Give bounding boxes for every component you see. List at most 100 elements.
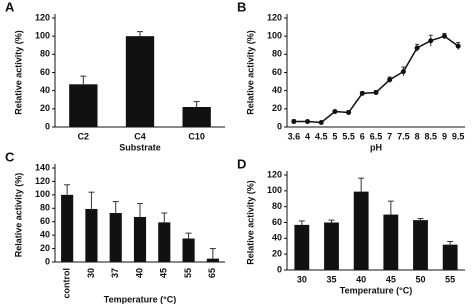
y-tick-label: 140	[35, 162, 50, 172]
x-tick-label: 3.6	[288, 131, 301, 141]
bar	[133, 217, 147, 262]
y-tick-label: 60	[40, 216, 50, 226]
x-tick-label: 9	[442, 131, 447, 141]
bar	[182, 238, 195, 262]
x-tick-label: 8	[415, 131, 420, 141]
marker	[318, 119, 324, 125]
y-tick-label: 100	[267, 31, 282, 41]
x-tick-label: C10	[188, 131, 205, 141]
marker	[414, 45, 420, 51]
x-tick-label: 7.5	[397, 131, 410, 141]
x-axis-label: Substrate	[119, 142, 161, 152]
y-tick-label: 20	[272, 249, 282, 259]
x-tick-label: 65	[207, 268, 217, 278]
marker	[441, 33, 447, 39]
marker	[387, 77, 393, 83]
x-tick-label: control	[62, 268, 72, 299]
marker	[346, 109, 352, 115]
bar	[383, 214, 399, 270]
bar	[69, 84, 98, 127]
x-tick-label: 6.5	[370, 131, 383, 141]
bar	[182, 107, 211, 127]
y-tick-label: 100	[267, 185, 282, 195]
panel-label: A	[5, 0, 15, 14]
y-tick-label: 40	[272, 85, 282, 95]
y-axis-label: Relative activity (%)	[13, 173, 23, 258]
y-tick-label: 0	[45, 121, 50, 131]
y-tick-label: 60	[272, 67, 282, 77]
x-tick-label: 37	[110, 268, 120, 278]
y-tick-label: 0	[277, 121, 282, 131]
bar	[206, 258, 219, 262]
y-tick-label: 80	[40, 49, 50, 59]
x-tick-label: C2	[78, 131, 90, 141]
x-tick-label: 45	[159, 268, 169, 278]
y-tick-label: 40	[40, 85, 50, 95]
y-axis-label: Relative activity (%)	[13, 30, 23, 115]
bar	[324, 222, 339, 270]
y-tick-label: 100	[35, 189, 50, 199]
x-axis-label: Temperature (°C)	[340, 285, 412, 295]
bar	[442, 244, 458, 270]
line	[293, 35, 459, 124]
x-tick-label: 8.5	[425, 131, 438, 141]
x-tick-label: 7	[387, 131, 392, 141]
x-tick-label: 5.5	[342, 131, 355, 141]
marker	[400, 69, 406, 75]
y-tick-label: 120	[267, 169, 282, 179]
x-tick-label: 55	[183, 268, 193, 278]
bar	[158, 222, 171, 262]
marker	[359, 90, 365, 96]
x-tick-label: 9.5	[452, 131, 465, 141]
panel-label: C	[5, 149, 15, 164]
y-tick-label: 100	[35, 31, 50, 41]
bar	[85, 208, 98, 262]
x-tick-label: 30	[86, 268, 96, 278]
x-tick-label: 45	[386, 274, 396, 284]
x-tick-label: 40	[356, 274, 366, 284]
marker	[332, 109, 338, 115]
x-tick-label: 6	[360, 131, 365, 141]
y-tick-label: 20	[272, 103, 282, 113]
y-tick-label: 40	[272, 233, 282, 243]
marker	[455, 43, 461, 49]
x-tick-label: 50	[415, 274, 425, 284]
marker	[291, 119, 297, 125]
x-tick-label: C4	[134, 131, 146, 141]
y-axis-label: Relative activity (%)	[245, 30, 255, 115]
bar	[353, 191, 369, 270]
y-tick-label: 0	[277, 264, 282, 274]
bar	[125, 36, 155, 127]
y-tick-label: 120	[35, 176, 50, 186]
bar	[413, 220, 428, 270]
x-tick-label: 4	[305, 131, 310, 141]
y-tick-label: 20	[40, 243, 50, 253]
panel-label: B	[237, 0, 246, 14]
y-tick-label: 60	[40, 67, 50, 77]
y-tick-label: 60	[272, 217, 282, 227]
marker	[373, 89, 379, 95]
x-tick-label: 5	[332, 131, 337, 141]
x-axis-label: pH	[370, 142, 382, 152]
x-tick-label: 40	[134, 268, 144, 278]
x-tick-label: 55	[445, 274, 455, 284]
y-tick-label: 120	[267, 12, 282, 22]
panel-label: D	[237, 156, 246, 171]
marker	[428, 38, 434, 44]
bar	[61, 194, 74, 262]
bar	[294, 224, 310, 270]
bar	[109, 212, 122, 262]
x-tick-label: 4.5	[315, 131, 328, 141]
y-tick-label: 0	[45, 256, 50, 266]
y-tick-label: 80	[272, 201, 282, 211]
y-tick-label: 80	[272, 49, 282, 59]
y-tick-label: 80	[40, 203, 50, 213]
x-tick-label: 30	[297, 274, 307, 284]
x-tick-label: 35	[326, 274, 336, 284]
y-axis-label: Relative activity (%)	[245, 180, 255, 265]
y-tick-label: 40	[40, 230, 50, 240]
y-tick-label: 120	[35, 12, 50, 22]
y-tick-label: 20	[40, 103, 50, 113]
marker	[305, 119, 311, 125]
